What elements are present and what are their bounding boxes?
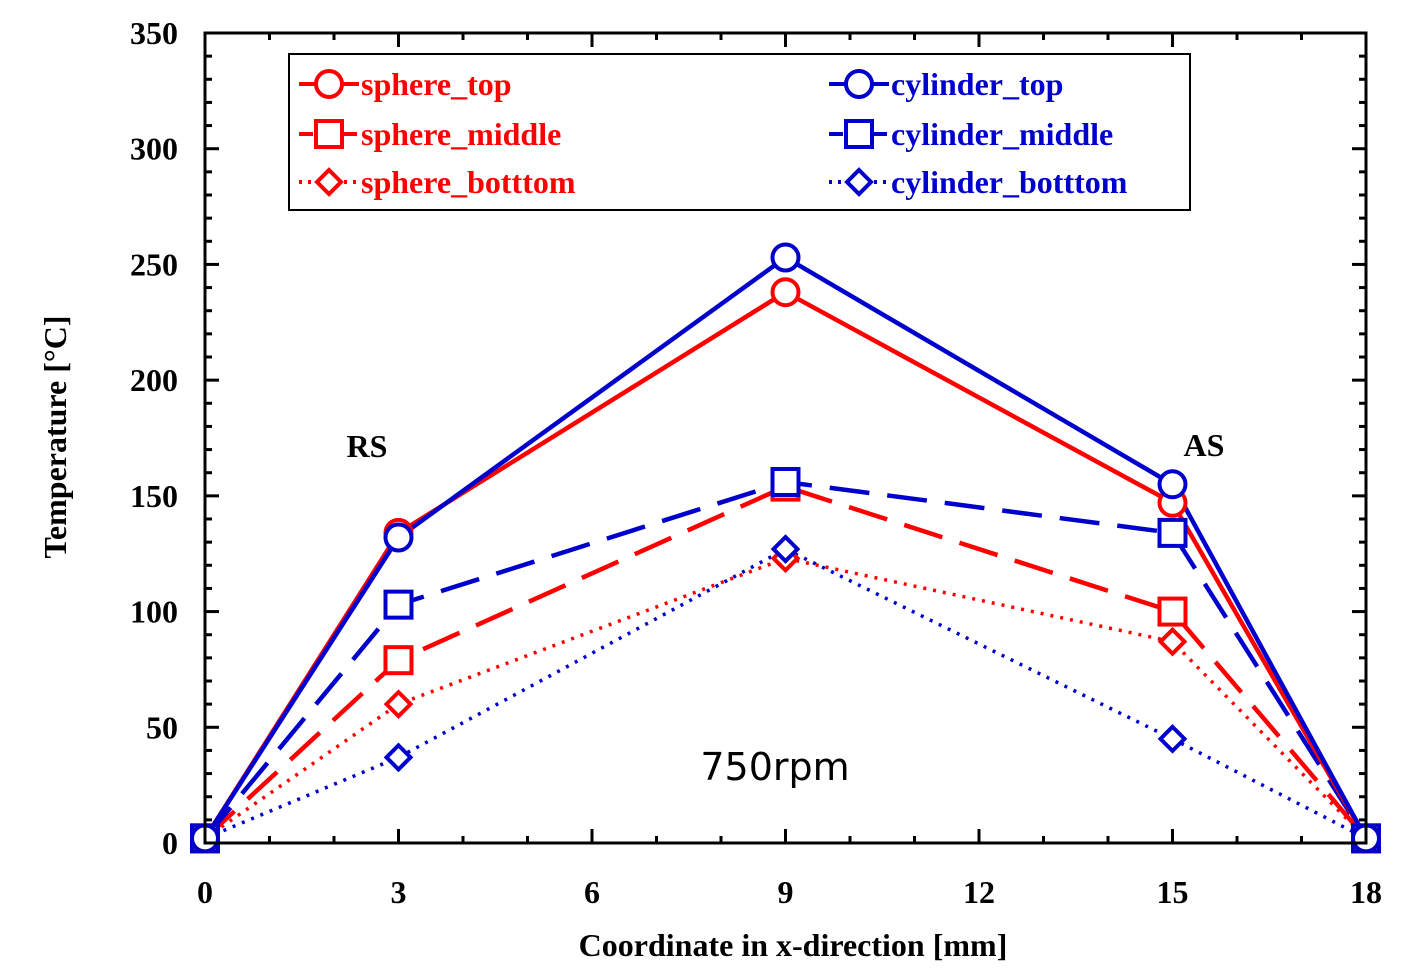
x-tick-labels: 0 3 6 9 12 15 18 [197, 874, 1382, 910]
as-annotation: AS [1184, 427, 1225, 463]
x-tick-label: 9 [778, 874, 794, 910]
legend-label-cylinder_top: cylinder_top [891, 66, 1063, 102]
series-markers [190, 242, 1381, 854]
data-point-cylinder_botttom [383, 742, 414, 773]
y-tick-label: 250 [130, 246, 178, 282]
legend-marker-sphere_middle [314, 119, 344, 149]
data-point-cylinder_middle [770, 466, 801, 497]
y-tick-labels: 0 50 100 150 200 250 300 350 [130, 15, 178, 861]
legend-label-cylinder_middle: cylinder_middle [891, 116, 1113, 152]
legend-label-sphere_top: sphere_top [361, 66, 512, 102]
x-tick-label: 15 [1157, 874, 1189, 910]
y-axis-title: Temperature [°C] [37, 316, 73, 559]
data-point-cylinder_top [770, 242, 801, 273]
legend-label-sphere_middle: sphere_middle [361, 116, 561, 152]
data-point-sphere_botttom [383, 689, 414, 719]
data-point-sphere_middle [1157, 596, 1188, 627]
plot-frame [203, 31, 1368, 845]
x-tick-label: 12 [963, 874, 995, 910]
x-tick-label: 3 [391, 874, 407, 910]
legend-marker-cylinder_middle [844, 119, 874, 149]
y-tick-label: 0 [162, 825, 178, 861]
data-point-cylinder_top [383, 522, 414, 553]
legend-marker-sphere_botttom [314, 167, 344, 197]
legend-label-cylinder_botttom: cylinder_botttom [891, 164, 1128, 200]
data-point-cylinder_botttom [1157, 724, 1188, 754]
legend: sphere_top sphere_middle sphere_botttom cyl… [288, 53, 1191, 211]
x-tick-label: 18 [1350, 874, 1382, 910]
y-tick-label: 350 [130, 15, 178, 51]
data-point-sphere_botttom [1157, 626, 1188, 657]
y-tick-label: 200 [130, 362, 178, 398]
x-axis-title: Coordinate in x-direction [mm] [579, 927, 1008, 963]
rpm-annotation: 750rpm [700, 745, 849, 789]
y-tick-label: 100 [130, 594, 178, 630]
series-line-sphere_middle [203, 484, 1368, 841]
y-tick-label: 300 [130, 131, 178, 167]
legend-label-sphere_botttom: sphere_botttom [361, 164, 576, 200]
rs-annotation: RS [347, 428, 388, 464]
data-point-sphere_top [770, 277, 801, 308]
legend-marker-cylinder_botttom [844, 167, 874, 197]
data-point-cylinder_top [1157, 469, 1188, 500]
data-point-cylinder_middle [383, 589, 414, 620]
x-tick-label: 6 [584, 874, 600, 910]
series-line-cylinder_botttom [204, 547, 1367, 840]
x-tick-label: 0 [197, 874, 213, 910]
legend-box [288, 53, 1191, 211]
data-point-cylinder_middle [1157, 517, 1188, 548]
legend-marker-cylinder_top [844, 69, 874, 99]
y-tick-label: 50 [146, 709, 178, 745]
data-point-cylinder_botttom [770, 534, 801, 564]
data-point-sphere_middle [383, 645, 414, 676]
legend-marker-sphere_top [314, 69, 344, 99]
series-line-sphere_botttom [204, 556, 1368, 840]
y-tick-label: 150 [130, 478, 178, 514]
